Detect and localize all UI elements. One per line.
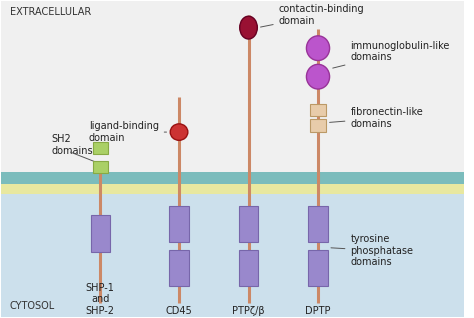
Text: CYTOSOL: CYTOSOL (10, 301, 55, 311)
Bar (169, 206, 189, 242)
Bar (308, 206, 328, 242)
Bar (0, 184, 464, 194)
Bar (169, 250, 189, 287)
Bar (308, 250, 328, 287)
Text: ligand-binding
domain: ligand-binding domain (89, 121, 166, 143)
Text: SHP-1
and
SHP-2: SHP-1 and SHP-2 (86, 282, 115, 316)
Ellipse shape (240, 16, 257, 39)
Text: tyrosine
phosphatase
domains: tyrosine phosphatase domains (331, 234, 413, 267)
Bar (91, 215, 110, 252)
Ellipse shape (170, 124, 188, 140)
Bar (239, 206, 258, 242)
Text: EXTRACELLULAR: EXTRACELLULAR (10, 7, 91, 17)
Text: SH2
domains: SH2 domains (52, 134, 105, 156)
Text: immunoglobulin-like
domains: immunoglobulin-like domains (333, 41, 450, 68)
Text: contactin-binding
domain: contactin-binding domain (261, 4, 364, 27)
Text: fibronectin-like
domains: fibronectin-like domains (329, 107, 423, 129)
Bar (93, 142, 108, 154)
Bar (0, 194, 464, 317)
Bar (310, 104, 327, 116)
Text: CD45: CD45 (166, 306, 192, 316)
Ellipse shape (306, 64, 329, 89)
Text: PTPζ/β: PTPζ/β (232, 306, 265, 316)
Bar (310, 120, 327, 132)
Ellipse shape (306, 36, 329, 60)
Bar (0, 172, 464, 184)
Bar (93, 161, 108, 173)
Bar (0, 1, 464, 172)
Bar (239, 250, 258, 287)
Text: DPTP: DPTP (305, 306, 331, 316)
